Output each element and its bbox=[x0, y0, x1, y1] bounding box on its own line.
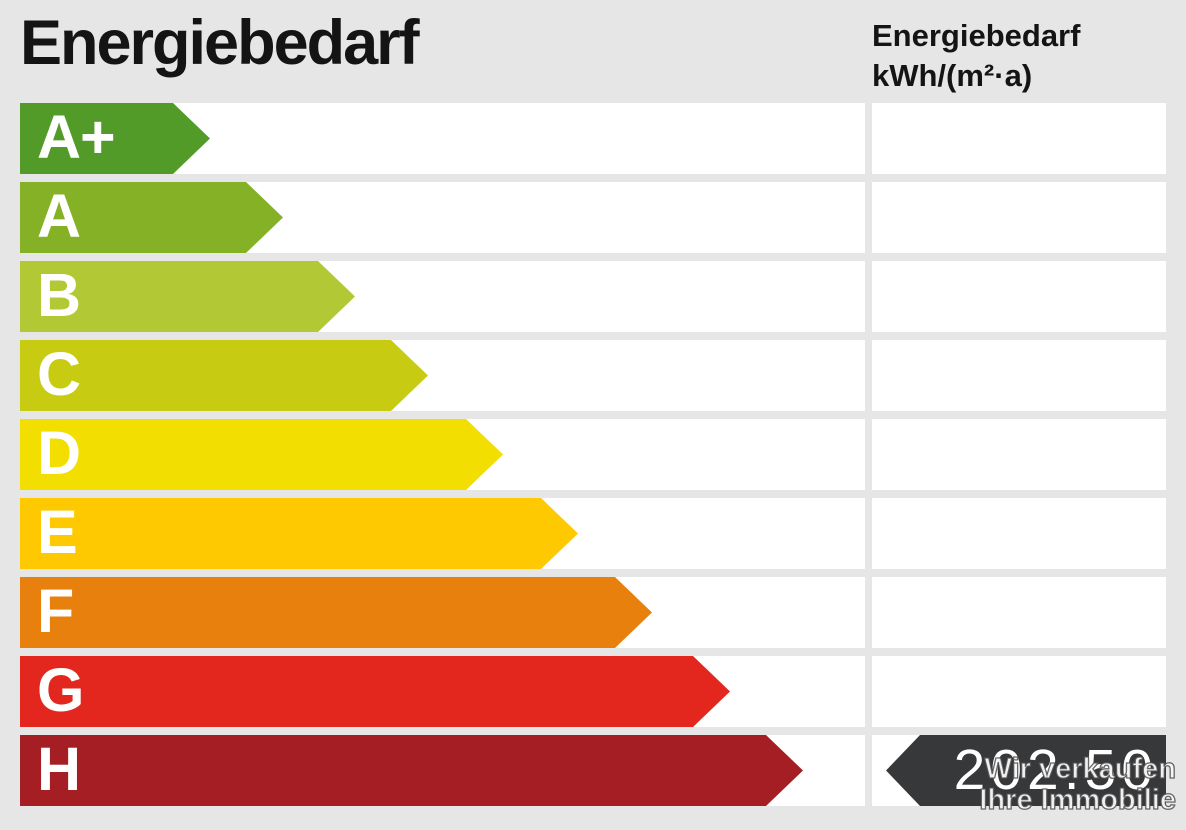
watermark-line2: Ihre Immobilie bbox=[979, 784, 1177, 816]
grade-bar-A+: A+ bbox=[20, 103, 210, 174]
grade-label-C: C bbox=[37, 340, 81, 408]
grade-bar-D: D bbox=[20, 419, 503, 490]
value-cell-A bbox=[872, 182, 1166, 253]
value-indicator-arrow: 202.50 bbox=[886, 735, 1166, 806]
value-cell-A+ bbox=[872, 103, 1166, 174]
grade-bar-G: G bbox=[20, 656, 730, 727]
grade-bar-C: C bbox=[20, 340, 428, 411]
page-title: Energiebedarf bbox=[20, 8, 420, 78]
grade-label-A: A bbox=[37, 182, 81, 250]
grade-label-A+: A+ bbox=[37, 103, 115, 171]
value-cell-F bbox=[872, 577, 1166, 648]
grade-label-G: G bbox=[37, 656, 84, 724]
watermark-line1: Wir verkaufen bbox=[984, 753, 1177, 785]
grade-bar-F: F bbox=[20, 577, 652, 648]
value-cell-G bbox=[872, 656, 1166, 727]
indicated-value: 202.50 bbox=[953, 738, 1158, 802]
grade-label-H: H bbox=[37, 735, 81, 803]
value-cell-D bbox=[872, 419, 1166, 490]
grade-label-D: D bbox=[37, 419, 81, 487]
grade-bar-A: A bbox=[20, 182, 283, 253]
value-cell-C bbox=[872, 340, 1166, 411]
value-column-header-line2: kWh/(m²·a) bbox=[872, 58, 1033, 93]
value-column-header-line1: Energiebedarf bbox=[872, 18, 1081, 53]
grade-bar-H: H bbox=[20, 735, 803, 806]
grade-bar-B: B bbox=[20, 261, 355, 332]
grade-bar-E: E bbox=[20, 498, 578, 569]
grade-label-E: E bbox=[37, 498, 77, 566]
grade-label-F: F bbox=[37, 577, 74, 645]
value-cell-B bbox=[872, 261, 1166, 332]
value-cell-E bbox=[872, 498, 1166, 569]
grade-label-B: B bbox=[37, 261, 81, 329]
watermark: Wir verkaufen Ihre Immobilie bbox=[979, 753, 1177, 816]
value-column-header: Energiebedarf kWh/(m²·a) bbox=[872, 16, 1080, 96]
